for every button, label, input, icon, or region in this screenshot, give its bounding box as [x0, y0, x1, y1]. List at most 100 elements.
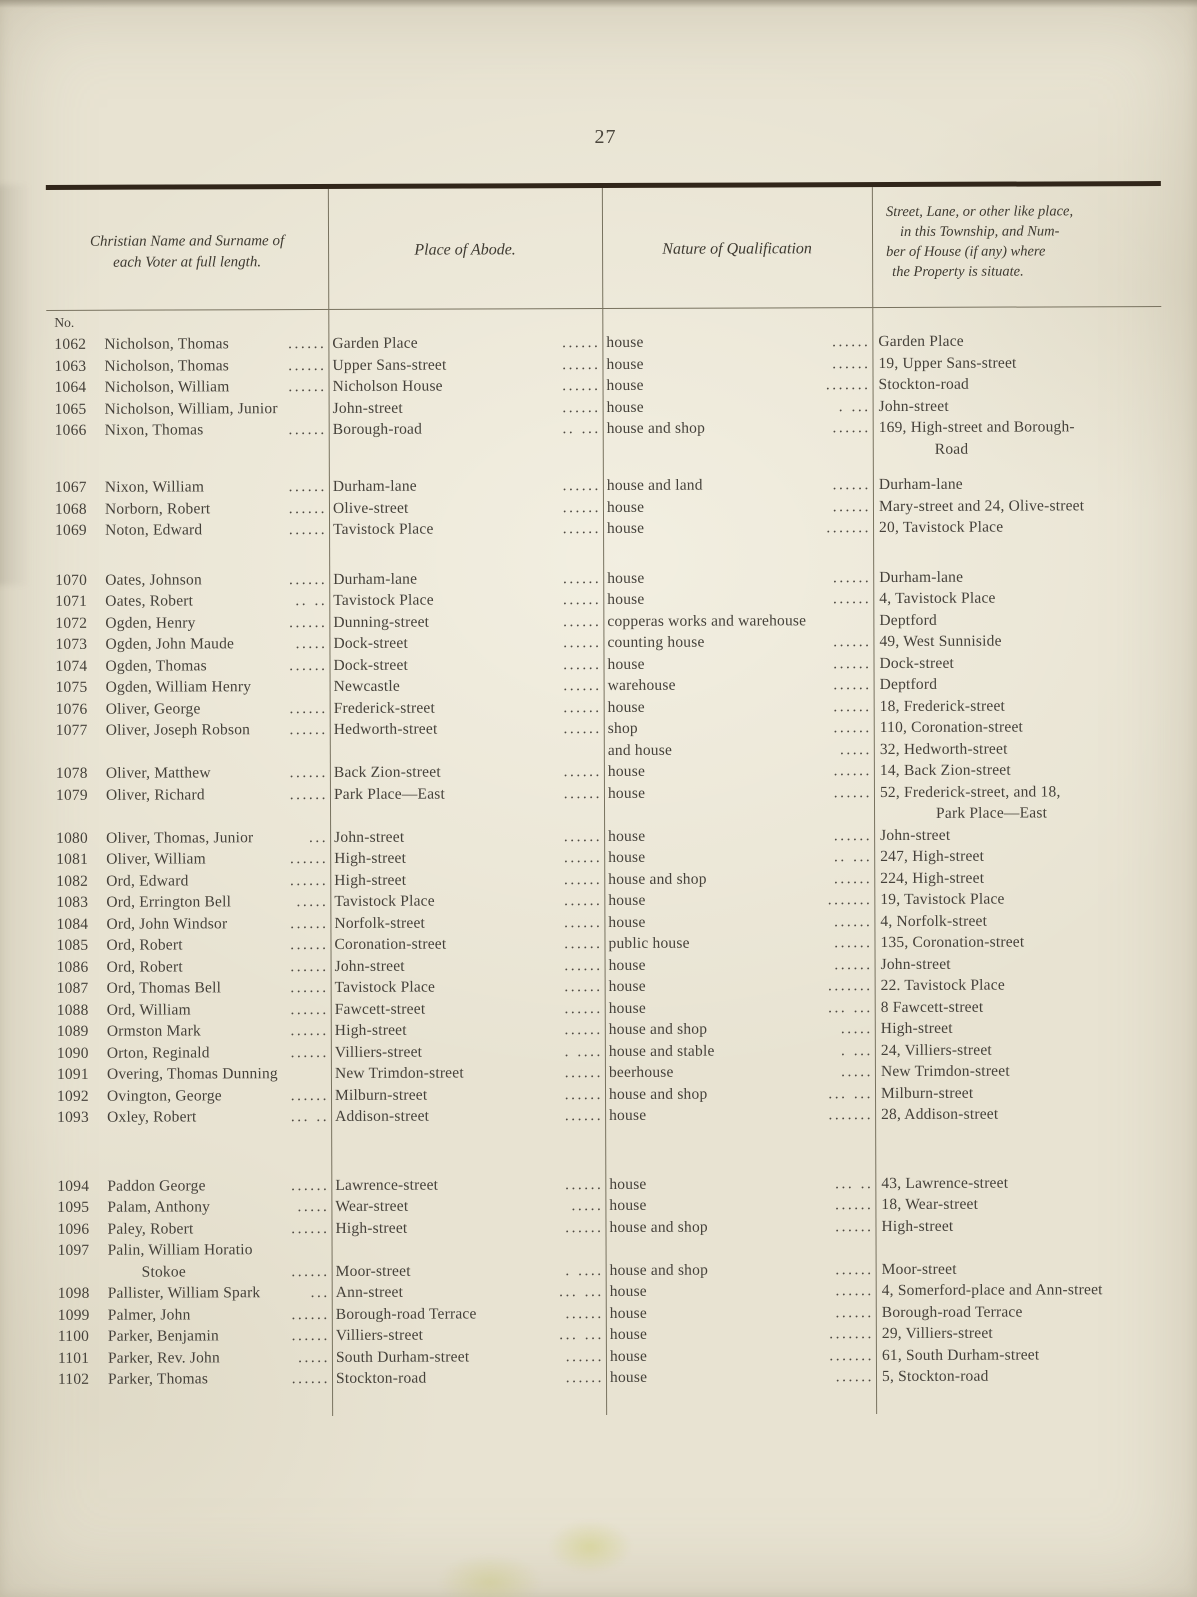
- qualification-cell: house ......: [603, 588, 873, 610]
- header-col-name-line2: each Voter at full length.: [113, 254, 262, 271]
- street-where-property-situate: 110, Coronation-street: [879, 718, 1024, 737]
- name-cell: 1082 Ord, Edward ......: [48, 869, 330, 891]
- street-where-property-situate: High-street: [880, 1019, 953, 1038]
- place-of-abode: Villiers-street: [335, 1326, 424, 1344]
- place-of-abode: Upper Sans-street: [332, 356, 447, 374]
- name-cell: 1063 Nicholson, Thomas ......: [46, 354, 328, 376]
- nature-of-qualification: and house: [607, 741, 673, 759]
- leader-dots: ......: [564, 1064, 603, 1082]
- leader-dots: . ....: [565, 1261, 604, 1279]
- abode-cell: High-street ......: [330, 869, 604, 891]
- leader-dots: ......: [290, 1086, 330, 1104]
- voter-name: Ord, William: [106, 1000, 191, 1019]
- name-cell: 1093 Oxley, Robert ... ..: [49, 1106, 331, 1128]
- voter-number: 1089: [56, 1022, 89, 1040]
- street-where-property-situate: 22. Tavistock Place: [880, 976, 1005, 995]
- place-of-abode: South Durham-street: [335, 1347, 470, 1366]
- leader-dots: .....: [298, 1348, 330, 1366]
- street-where-property-situate: John-street: [880, 826, 951, 844]
- place-of-abode: Coronation-street: [334, 935, 447, 953]
- voter-name: Ord, Edward: [106, 871, 189, 890]
- qualification-cell: house ......: [602, 353, 872, 375]
- street-where-property-situate: Garden Place: [878, 332, 964, 351]
- leader-dots: ......: [564, 1021, 603, 1039]
- qualification-cell: house .......: [606, 1323, 876, 1345]
- voter-name: Parker, Rev. John: [107, 1348, 220, 1367]
- qualification-cell: house ......: [606, 1302, 876, 1324]
- leader-dots: ......: [562, 498, 601, 516]
- place-of-abode: High-street: [334, 1021, 407, 1039]
- qualification-cell: house and shop ......: [603, 417, 873, 461]
- leader-dots: ......: [565, 1175, 604, 1193]
- street-where-property-situate: 18, Frederick-street: [879, 697, 1006, 715]
- leader-dots: ......: [832, 568, 872, 586]
- leader-dots: ......: [563, 784, 602, 802]
- leader-dots: ......: [564, 999, 603, 1017]
- leader-dots: .......: [829, 1346, 874, 1364]
- voter-name: Paley, Robert: [107, 1219, 194, 1238]
- leader-dots: ......: [289, 763, 328, 782]
- name-cell: 1079 Oliver, Richard ......: [48, 783, 330, 827]
- voter-number: 1092: [56, 1087, 89, 1105]
- voter-name: Ogden, Thomas: [105, 656, 207, 675]
- voter-name: Ord, Robert: [106, 957, 183, 976]
- place-of-abode: Newcastle: [333, 677, 400, 695]
- place-of-abode: Milburn-street: [334, 1086, 428, 1104]
- name-cell: 1098 Pallister, William Spark ...: [50, 1282, 332, 1304]
- voter-number: 1082: [56, 872, 89, 890]
- leader-dots: ......: [833, 762, 872, 780]
- place-of-abode: Durham-lane: [333, 570, 418, 588]
- voter-number: 1063: [54, 357, 87, 375]
- qualification-cell: house . ...: [603, 396, 873, 418]
- place-of-abode: Garden Place: [332, 334, 418, 352]
- nature-of-qualification: house and shop: [608, 1085, 708, 1103]
- place-of-abode: John-street: [334, 828, 405, 846]
- voter-number: 1101: [57, 1349, 90, 1367]
- street-where-property-situate: 224, High-street: [880, 869, 985, 887]
- street-where-property-situate: Mary-street and 24, Olive-street: [878, 496, 1085, 515]
- voter-number: 1102: [57, 1370, 90, 1388]
- qualification-cell: house and shop .....: [605, 1018, 875, 1040]
- abode-cell: Fawcett-street ......: [331, 998, 605, 1020]
- name-cell: [48, 740, 330, 762]
- leader-dots: ......: [563, 720, 602, 738]
- leader-dots: ......: [562, 569, 602, 587]
- street-cell: Stockton-road: [873, 373, 1162, 396]
- nature-of-qualification: public house: [608, 934, 690, 952]
- qualification-cell: copperas works and warehouse: [603, 610, 873, 632]
- place-of-abode: Wear-street: [335, 1197, 409, 1215]
- abode-cell: Back Zion-street ......: [330, 761, 604, 783]
- leader-dots: ......: [290, 978, 329, 997]
- place-of-abode: Borough-road: [332, 420, 423, 438]
- leader-dots: .......: [828, 1106, 874, 1124]
- place-of-abode: Borough-road Terrace: [335, 1304, 477, 1323]
- abode-cell: Olive-street ......: [329, 497, 603, 519]
- street-where-property-situate: 4, Somerford-place and Ann-street: [881, 1281, 1103, 1300]
- street-where-property-situate: Durham-lane: [878, 475, 963, 494]
- nature-of-qualification: house: [609, 1325, 648, 1343]
- leader-dots: ......: [290, 1043, 329, 1061]
- leader-dots: ......: [833, 826, 873, 844]
- nature-of-qualification: house: [609, 1196, 647, 1214]
- leader-dots: ......: [835, 1368, 875, 1386]
- abode-cell: Newcastle ......: [330, 675, 604, 697]
- leader-dots: ......: [832, 333, 871, 351]
- leader-dots: ......: [288, 420, 327, 439]
- table-header: Christian Name and Surname of each Voter…: [45, 181, 1162, 311]
- place-of-abode: Moor-street: [335, 1262, 411, 1280]
- abode-cell: Tavistock Place ......: [330, 890, 604, 912]
- street-cell: 24, Villiers-street: [875, 1039, 1164, 1062]
- abode-cell: South Durham-street ......: [332, 1346, 606, 1368]
- name-cell: 1078 Oliver, Matthew ......: [48, 762, 330, 784]
- leader-dots: ......: [834, 934, 873, 952]
- leader-dots: ......: [564, 1107, 604, 1125]
- place-of-abode: Park Place—East: [333, 785, 446, 803]
- leader-dots: .....: [839, 740, 872, 758]
- leader-dots: ......: [562, 477, 601, 495]
- voter-name: Nixon, Thomas: [104, 421, 204, 439]
- voter-name: Pallister, William Spark: [107, 1284, 261, 1302]
- qualification-cell: shop ......: [604, 717, 874, 739]
- leader-dots: ......: [289, 849, 329, 868]
- abode-cell: Garden Place ......: [328, 332, 602, 354]
- leader-dots: ......: [835, 1196, 874, 1214]
